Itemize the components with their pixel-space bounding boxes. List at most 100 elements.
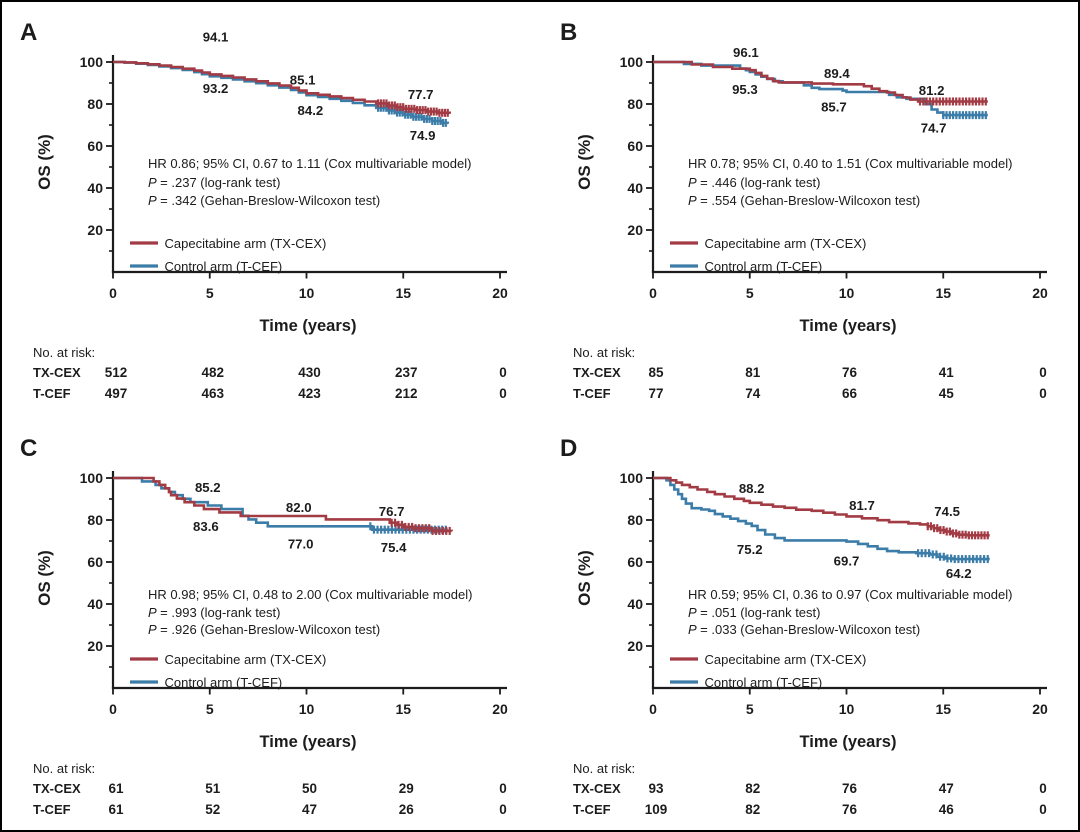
y-tick-label: 40 [87, 180, 103, 196]
hr-stat-line: HR 0.98; 95% CI, 0.48 to 2.00 (Cox multi… [148, 587, 472, 602]
panel-letter: A [20, 19, 37, 46]
y-tick-label: 20 [87, 222, 103, 238]
risk-count: 82 [745, 781, 760, 796]
y-tick-label: 60 [627, 138, 643, 154]
survival-annotation: 88.2 [739, 481, 765, 496]
survival-curve-tx-cex [653, 60, 988, 103]
x-axis-title: Time (years) [260, 317, 357, 335]
x-tick-label: 20 [492, 285, 508, 301]
risk-count: 463 [201, 386, 224, 401]
survival-annotation: 69.7 [834, 553, 860, 568]
x-tick-label: 10 [839, 701, 855, 717]
x-axis-title: Time (years) [800, 733, 897, 751]
risk-count: 85 [648, 365, 664, 380]
risk-count: 237 [395, 365, 418, 380]
risk-count: 47 [302, 802, 317, 817]
y-tick-label: 100 [620, 54, 644, 70]
risk-row-label: T-CEF [33, 802, 71, 817]
y-tick-label: 20 [627, 222, 643, 238]
x-tick-label: 20 [1032, 701, 1048, 717]
risk-count: 76 [842, 365, 858, 380]
y-tick-label: 100 [80, 54, 104, 70]
survival-annotation: 77.0 [288, 537, 314, 552]
risk-row-label: TX-CEX [33, 781, 81, 796]
legend-label: Capecitabine arm (TX-CEX) [705, 236, 867, 251]
x-tick-label: 0 [649, 285, 657, 301]
y-tick-label: 60 [87, 138, 103, 154]
x-tick-label: 15 [935, 285, 951, 301]
legend-label: Control arm (T-CEF) [705, 675, 823, 690]
risk-count: 45 [939, 386, 955, 401]
legend-label: Control arm (T-CEF) [165, 675, 283, 690]
y-tick-label: 100 [80, 470, 104, 486]
risk-count: 0 [499, 365, 507, 380]
survival-annotation: 95.3 [732, 82, 758, 97]
x-tick-label: 15 [935, 701, 951, 717]
survival-annotation: 77.7 [408, 87, 434, 102]
survival-annotation: 74.7 [921, 121, 947, 136]
risk-row-label: TX-CEX [573, 365, 621, 380]
y-tick-label: 40 [627, 180, 643, 196]
x-tick-label: 0 [649, 701, 657, 717]
risk-count: 430 [298, 365, 321, 380]
y-tick-label: 80 [87, 96, 103, 112]
y-tick-label: 20 [87, 638, 103, 654]
survival-annotation: 84.2 [298, 103, 324, 118]
risk-count: 81 [745, 365, 761, 380]
hr-stat-line: HR 0.86; 95% CI, 0.67 to 1.11 (Cox multi… [148, 156, 471, 171]
risk-row-label: T-CEF [573, 802, 611, 817]
risk-count: 0 [1039, 386, 1047, 401]
survival-annotation: 93.2 [203, 81, 229, 96]
risk-count: 109 [645, 802, 668, 817]
risk-count: 46 [939, 802, 955, 817]
x-tick-label: 5 [206, 701, 214, 717]
p-value-line: P = .033 (Gehan-Breslow-Wilcoxon test) [688, 622, 920, 637]
panel-d-chart: D 100 80 60 40 20 0 5 10 15 20 Time (years) OS (%) HR… [560, 435, 1048, 817]
panel-a-chart: A 100 80 60 40 20 0 5 10 15 20 Time (years) OS (%) HR… [20, 19, 508, 401]
survival-annotation: 75.4 [381, 540, 407, 555]
survival-annotation: 83.6 [193, 519, 219, 534]
survival-annotation: 85.2 [195, 480, 221, 495]
risk-count: 61 [108, 781, 124, 796]
y-axis-title: OS (%) [575, 134, 594, 190]
survival-annotation: 74.9 [410, 128, 436, 143]
survival-annotation: 81.2 [919, 83, 945, 98]
survival-annotation: 96.1 [733, 45, 759, 60]
risk-count: 76 [842, 781, 858, 796]
risk-table-header: No. at risk: [33, 761, 95, 776]
survival-annotation: 74.5 [934, 504, 960, 519]
y-axis-title: OS (%) [35, 134, 54, 190]
legend-label: Capecitabine arm (TX-CEX) [165, 236, 327, 251]
p-value-line: P = .926 (Gehan-Breslow-Wilcoxon test) [148, 622, 380, 637]
survival-annotation: 94.1 [203, 29, 229, 44]
y-tick-label: 40 [627, 596, 643, 612]
p-value-line: P = .993 (log-rank test) [148, 605, 280, 620]
risk-row-label: TX-CEX [573, 781, 621, 796]
risk-row-label: T-CEF [33, 386, 71, 401]
risk-count: 77 [648, 386, 663, 401]
x-tick-label: 5 [206, 285, 214, 301]
y-tick-label: 60 [627, 554, 643, 570]
risk-count: 50 [302, 781, 317, 796]
y-tick-label: 80 [87, 512, 103, 528]
risk-count: 0 [499, 386, 507, 401]
panel-a: A 100 80 60 40 20 0 5 10 15 20 Time (years) OS (%) HR… [0, 0, 540, 416]
x-tick-label: 10 [299, 701, 315, 717]
x-tick-label: 20 [1032, 285, 1048, 301]
y-axis-title: OS (%) [575, 550, 594, 606]
risk-count: 82 [745, 802, 760, 817]
y-axis-title: OS (%) [35, 550, 54, 606]
survival-annotation: 89.4 [824, 66, 850, 81]
legend-label: Capecitabine arm (TX-CEX) [705, 652, 867, 667]
survival-annotation: 76.7 [379, 504, 405, 519]
risk-count: 47 [939, 781, 954, 796]
y-tick-label: 80 [627, 512, 643, 528]
risk-table-header: No. at risk: [573, 761, 635, 776]
risk-count: 212 [395, 386, 418, 401]
panel-b-chart: B 100 80 60 40 20 0 5 10 15 20 Time (years) OS (%) HR… [560, 19, 1048, 401]
risk-count: 29 [399, 781, 414, 796]
p-value-line: P = .342 (Gehan-Breslow-Wilcoxon test) [148, 193, 380, 208]
risk-count: 66 [842, 386, 858, 401]
survival-annotation: 85.7 [821, 100, 847, 115]
